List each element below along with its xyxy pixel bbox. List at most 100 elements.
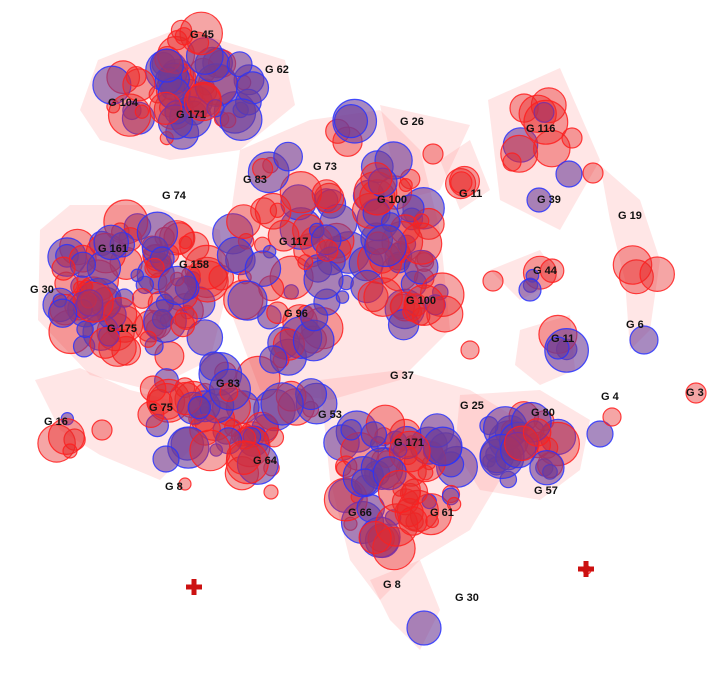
group-labels: G 45 G 62 G 104 G 171 G 26 G 116 G 73 G 83 G 74 G…: [30, 29, 704, 604]
red-bubble: [532, 129, 571, 168]
blue-bubble: [333, 103, 369, 139]
blue-bubble: [529, 450, 565, 486]
red-bubble: [523, 99, 569, 145]
red-bubble: [183, 83, 222, 122]
red-bubble: [503, 425, 540, 462]
group-label: G 61: [430, 507, 454, 519]
blue-bubble: [187, 395, 211, 420]
red-bubble: [139, 375, 167, 402]
blue-bubble: [340, 418, 362, 441]
blue-bubble: [360, 421, 388, 448]
red-bubble: [374, 503, 419, 547]
red-bubble: [62, 443, 78, 459]
group-label: G 74: [162, 190, 187, 202]
group-label: G 53: [318, 409, 342, 421]
blue-bubble: [47, 298, 78, 328]
red-bubble: [482, 270, 504, 292]
blue-bubble: [136, 211, 179, 253]
group-label: G 4: [601, 391, 620, 403]
red-bubble: [134, 104, 150, 119]
red-bubble: [639, 256, 676, 293]
red-bubble: [363, 277, 403, 317]
red-bubble: [315, 239, 339, 262]
group-label: G 100: [377, 194, 407, 206]
group-label: G 175: [107, 323, 137, 335]
group-label: G 161: [98, 243, 128, 255]
group-label: G 26: [400, 116, 424, 128]
red-bubble: [279, 170, 323, 214]
blue-bubble: [157, 265, 198, 306]
blue-bubble: [209, 443, 223, 457]
red-bubble: [602, 407, 622, 427]
group-label: G 3: [686, 387, 704, 399]
group-label: G 75: [149, 402, 173, 414]
group-label: G 6: [626, 319, 644, 331]
red-bubble: [403, 284, 446, 327]
red-bubble: [178, 235, 193, 250]
group-label: G 66: [348, 507, 372, 519]
blue-bubble: [392, 442, 408, 458]
blue-bubble: [149, 48, 184, 83]
red-bubble: [219, 382, 239, 402]
group-label: G 30: [30, 284, 54, 296]
red-bubble: [47, 418, 85, 456]
red-bubble: [269, 202, 286, 218]
group-label: G 83: [216, 378, 240, 390]
red-bubble: [414, 213, 430, 229]
blue-bubble: [555, 160, 583, 188]
red-bubble: [125, 65, 147, 87]
group-label: G 73: [313, 161, 337, 173]
blue-bubble: [364, 224, 407, 268]
group-label: G 25: [460, 400, 484, 412]
red-bubble: [63, 428, 86, 451]
red-bubble: [178, 477, 192, 491]
red-bubble: [267, 219, 300, 252]
red-bubble: [103, 297, 138, 332]
group-label: G 37: [390, 370, 414, 382]
red-bubble: [72, 281, 114, 323]
group-label: G 96: [284, 308, 308, 320]
blue-bubble: [518, 278, 542, 302]
plus-marker: [578, 561, 594, 577]
blue-bubble: [367, 167, 398, 198]
red-bubble: [91, 419, 113, 441]
cluster-hull: [600, 165, 660, 350]
bubbles-layer: [37, 11, 707, 646]
group-label: G 100: [406, 295, 436, 307]
red-bubble: [189, 429, 232, 472]
red-bubble: [450, 171, 473, 194]
plus-marker: [186, 579, 202, 595]
blue-bubble: [300, 303, 329, 332]
group-label: G 171: [394, 437, 424, 449]
blue-bubble: [526, 187, 552, 213]
red-bubble: [311, 179, 342, 210]
red-bubble: [500, 134, 539, 173]
red-bubble: [618, 259, 654, 295]
red-bubble: [398, 506, 428, 536]
group-label: G 16: [44, 416, 68, 428]
red-bubble: [398, 178, 413, 193]
red-bubble: [396, 489, 439, 532]
red-bubble: [422, 143, 444, 165]
blue-bubble: [441, 487, 460, 506]
blue-bubble: [209, 368, 252, 411]
blue-bubble: [76, 320, 94, 339]
red-bubble: [174, 27, 194, 46]
blue-bubble: [152, 445, 180, 473]
group-label: G 104: [108, 97, 139, 109]
group-label: G 11: [459, 188, 482, 200]
red-bubble: [179, 11, 224, 56]
blue-bubble: [69, 251, 97, 278]
group-label: G 44: [533, 265, 558, 277]
group-label: G 57: [534, 485, 558, 497]
red-bubble: [425, 514, 440, 529]
red-bubble: [502, 152, 522, 172]
blue-bubble: [424, 294, 446, 316]
red-bubble: [522, 418, 552, 447]
blue-bubble: [406, 610, 442, 646]
red-bubble: [685, 382, 707, 404]
blue-bubble: [335, 290, 350, 304]
blue-bubble: [130, 268, 144, 283]
group-label: G 45: [190, 29, 214, 41]
